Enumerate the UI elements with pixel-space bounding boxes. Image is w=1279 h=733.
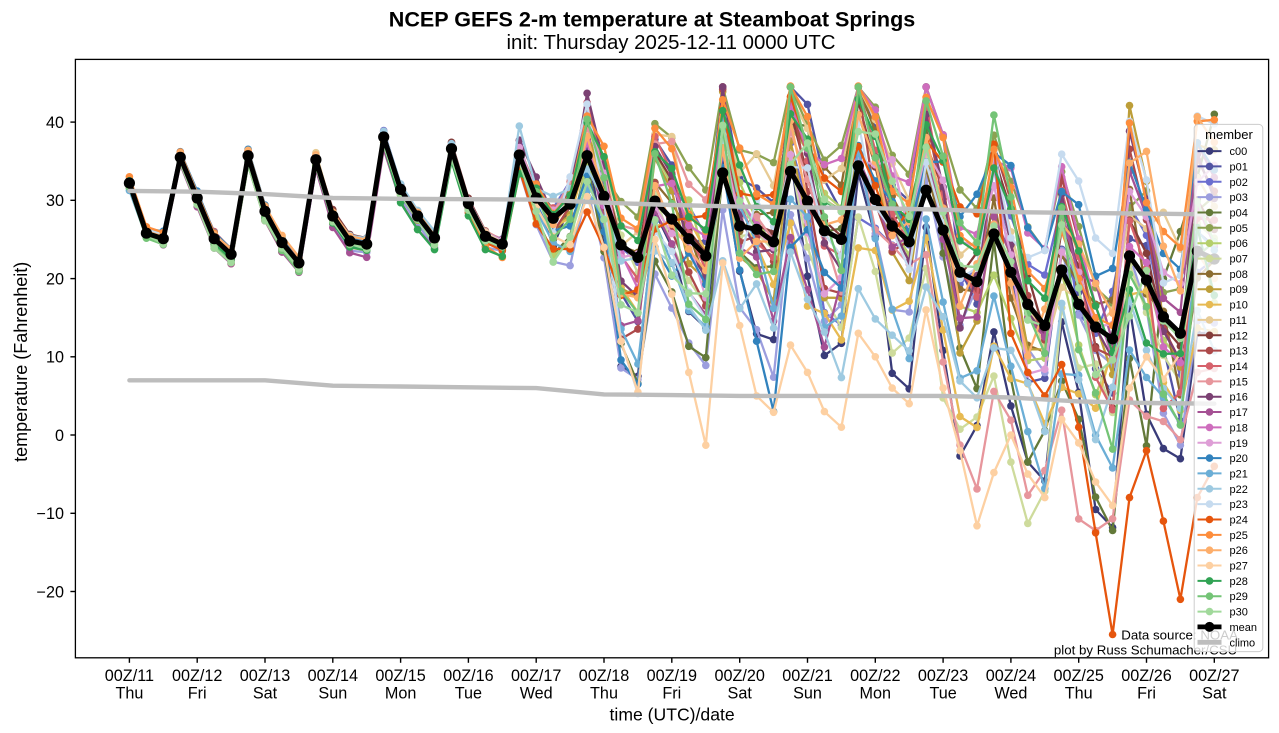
svg-text:00Z/14: 00Z/14 [308,667,358,685]
svg-text:p07: p07 [1230,254,1248,266]
svg-text:NCEP GEFS 2-m temperature at S: NCEP GEFS 2-m temperature at Steamboat S… [389,7,915,32]
svg-text:30: 30 [46,192,64,210]
svg-text:00Z/25: 00Z/25 [1053,667,1103,685]
svg-text:00Z/23: 00Z/23 [918,667,968,685]
svg-text:−20: −20 [37,583,64,601]
svg-text:00Z/16: 00Z/16 [443,667,493,685]
svg-text:Sun: Sun [318,685,347,703]
svg-text:00Z/26: 00Z/26 [1121,667,1171,685]
svg-text:00Z/20: 00Z/20 [714,667,764,685]
svg-text:p13: p13 [1230,346,1248,358]
svg-text:p05: p05 [1230,223,1248,235]
svg-text:Fri: Fri [188,685,207,703]
svg-text:00Z/24: 00Z/24 [986,667,1036,685]
svg-text:p01: p01 [1230,161,1248,173]
svg-text:p26: p26 [1230,545,1248,557]
svg-text:init: Thursday 2025-12-11 0000: init: Thursday 2025-12-11 0000 UTC [506,32,835,54]
svg-text:Mon: Mon [385,685,417,703]
svg-text:Wed: Wed [994,685,1027,703]
svg-text:p03: p03 [1230,192,1248,204]
svg-text:p21: p21 [1230,468,1248,480]
svg-text:p06: p06 [1230,238,1248,250]
svg-text:mean: mean [1230,622,1258,634]
svg-text:Sat: Sat [728,685,753,703]
svg-text:p08: p08 [1230,269,1248,281]
svg-text:temperature (Fahrenheit): temperature (Fahrenheit) [11,262,31,462]
svg-text:p30: p30 [1230,607,1248,619]
svg-text:time (UTC)/date: time (UTC)/date [610,704,735,724]
svg-text:10: 10 [46,349,64,367]
svg-text:p22: p22 [1230,484,1248,496]
svg-text:p28: p28 [1230,576,1248,588]
svg-text:Sat: Sat [1202,685,1227,703]
svg-text:p12: p12 [1230,330,1248,342]
svg-text:00Z/15: 00Z/15 [375,667,425,685]
svg-text:p17: p17 [1230,407,1248,419]
svg-text:p19: p19 [1230,438,1248,450]
svg-text:00Z/22: 00Z/22 [850,667,900,685]
svg-text:p10: p10 [1230,300,1248,312]
svg-text:Mon: Mon [860,685,892,703]
svg-text:40: 40 [46,114,64,132]
svg-text:Tue: Tue [929,685,956,703]
svg-text:p14: p14 [1230,361,1248,373]
svg-text:Tue: Tue [455,685,482,703]
svg-text:00Z/21: 00Z/21 [782,667,832,685]
svg-text:00Z/19: 00Z/19 [647,667,697,685]
svg-text:p18: p18 [1230,422,1248,434]
svg-text:00Z/18: 00Z/18 [579,667,629,685]
svg-text:00Z/17: 00Z/17 [511,667,561,685]
svg-text:member: member [1205,127,1253,142]
svg-text:p27: p27 [1230,561,1248,573]
svg-text:20: 20 [46,271,64,289]
svg-text:Fri: Fri [1137,685,1156,703]
svg-text:climo: climo [1230,637,1256,649]
svg-text:Sat: Sat [253,685,278,703]
svg-text:plot by Russ Schumacher/CSU: plot by Russ Schumacher/CSU [1054,643,1237,658]
svg-text:00Z/13: 00Z/13 [240,667,290,685]
svg-text:p04: p04 [1230,208,1248,220]
svg-text:−10: −10 [37,505,64,523]
svg-text:p11: p11 [1230,315,1248,327]
svg-text:p20: p20 [1230,453,1248,465]
svg-text:Thu: Thu [115,685,143,703]
svg-text:Fri: Fri [662,685,681,703]
svg-text:00Z/12: 00Z/12 [172,667,222,685]
svg-text:00Z/27: 00Z/27 [1189,667,1239,685]
svg-text:0: 0 [55,427,64,445]
svg-text:Thu: Thu [1065,685,1093,703]
svg-text:c00: c00 [1230,146,1248,158]
svg-text:p09: p09 [1230,284,1248,296]
svg-text:p16: p16 [1230,392,1248,404]
svg-text:Wed: Wed [520,685,553,703]
svg-text:p24: p24 [1230,515,1248,527]
svg-text:p15: p15 [1230,376,1248,388]
svg-text:Sun: Sun [793,685,822,703]
svg-text:p25: p25 [1230,530,1248,542]
svg-text:p23: p23 [1230,499,1248,511]
svg-text:p02: p02 [1230,177,1248,189]
svg-text:Thu: Thu [590,685,618,703]
svg-text:p29: p29 [1230,591,1248,603]
svg-text:00Z/11: 00Z/11 [105,667,154,685]
